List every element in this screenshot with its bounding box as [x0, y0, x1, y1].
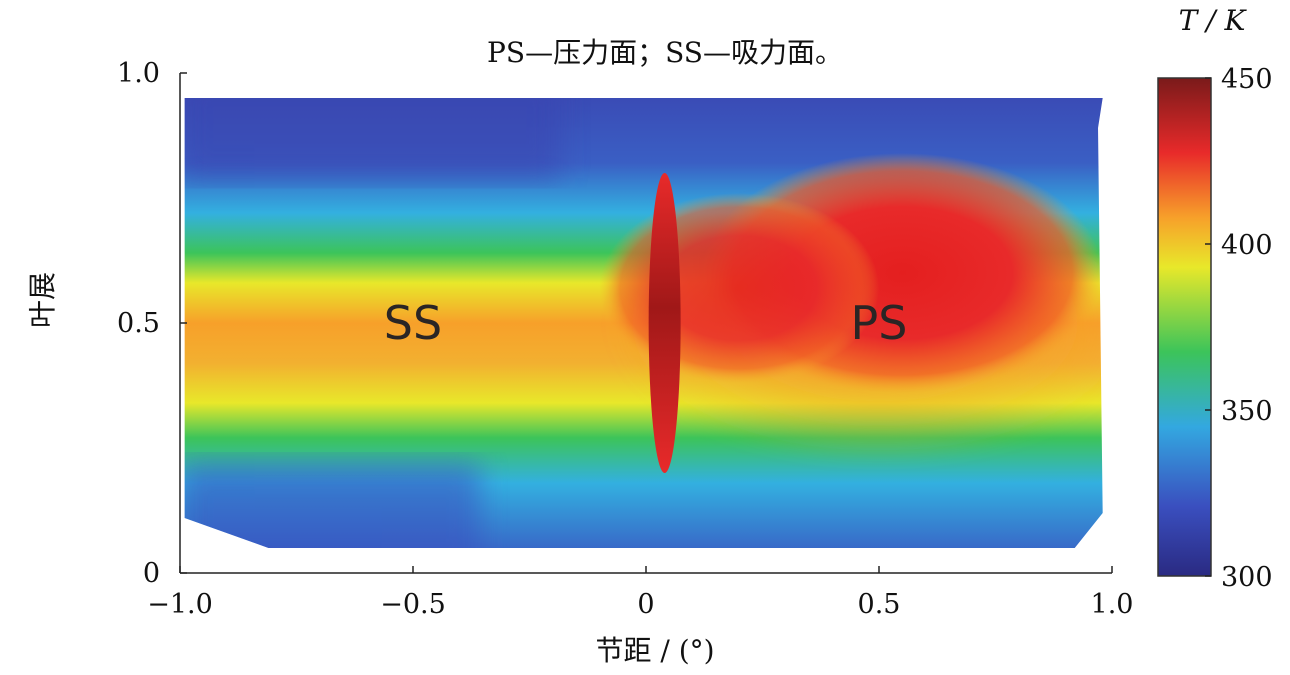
colorbar-tick-label: 450 [1221, 64, 1273, 95]
annotations: SS PS [384, 296, 908, 350]
y-axis-label: 叶展 [26, 272, 59, 328]
colorbar-gradient [1157, 77, 1212, 577]
x-tick-label: −1.0 [147, 589, 213, 620]
x-tick-label: −0.5 [380, 589, 446, 620]
axes: −1.0 −0.5 0 0.5 1.0 0 0.5 1.0 [117, 58, 1133, 620]
field-mid-hot-core [599, 193, 880, 383]
y-tick-label: 1.0 [117, 58, 160, 89]
colorbar-tick-label: 400 [1221, 230, 1273, 261]
field-hot-streak [648, 173, 681, 473]
y-tick-label: 0 [143, 558, 160, 589]
y-tick-label: 0.5 [117, 308, 160, 339]
colorbar-tick-label: 350 [1221, 396, 1273, 427]
field-bottom-left-cold [184, 463, 480, 548]
temperature-field [184, 98, 1103, 548]
colorbar: 300 350 400 450 [1157, 64, 1273, 593]
colorbar-tick-label: 300 [1221, 562, 1273, 593]
x-axis-label: 节距 / (°) [595, 634, 714, 667]
colorbar-label: T / K [1179, 4, 1248, 37]
x-tick-label: 0.5 [858, 589, 901, 620]
x-tick-label: 0 [637, 589, 654, 620]
chart-title: PS—压力面；SS—吸力面。 [487, 36, 843, 69]
region-label-ss: SS [384, 296, 442, 350]
x-tick-label: 1.0 [1091, 589, 1134, 620]
region-label-ps: PS [851, 296, 908, 350]
field-top-left-cold [184, 98, 560, 178]
